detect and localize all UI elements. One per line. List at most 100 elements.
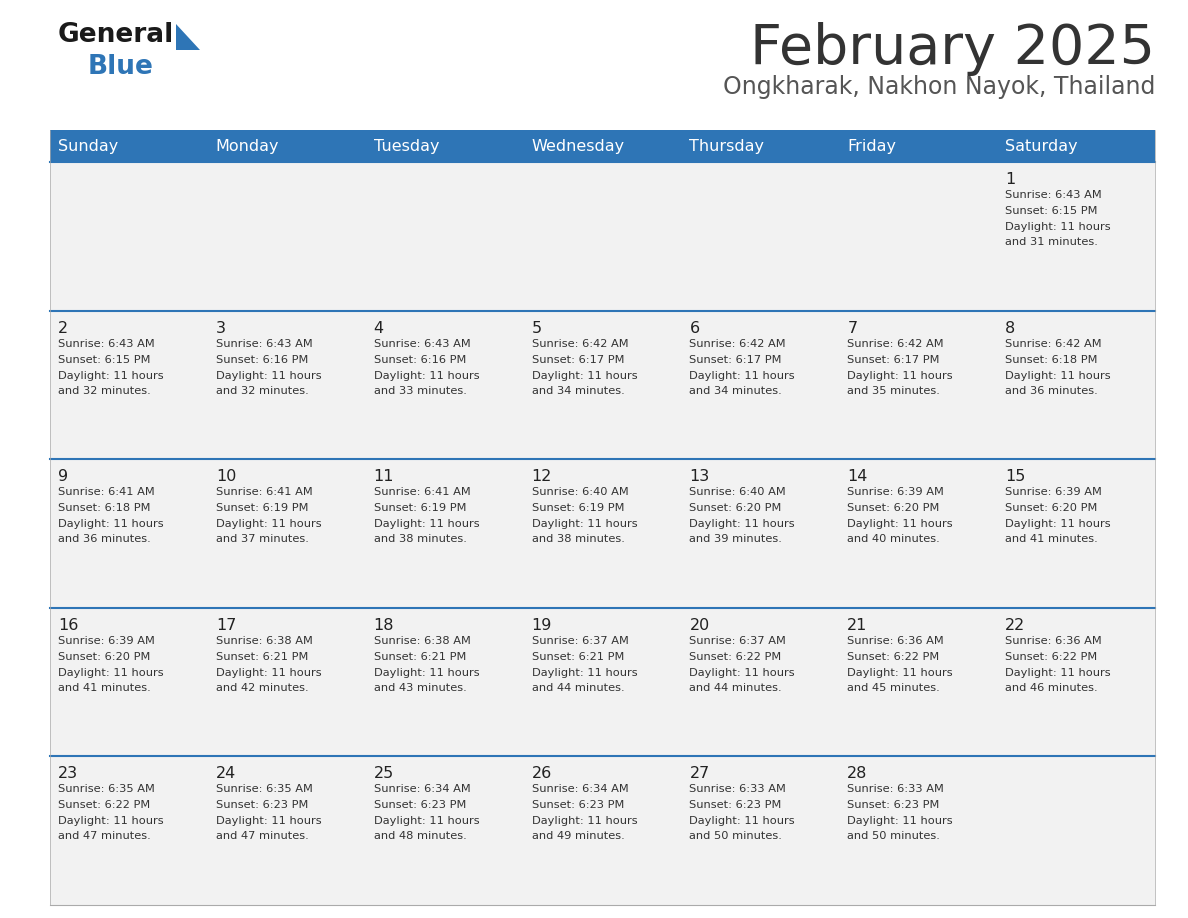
Text: Daylight: 11 hours: Daylight: 11 hours xyxy=(58,520,164,529)
Text: 14: 14 xyxy=(847,469,867,484)
Text: Daylight: 11 hours: Daylight: 11 hours xyxy=(374,520,479,529)
Text: Daylight: 11 hours: Daylight: 11 hours xyxy=(689,667,795,677)
Bar xyxy=(682,459,839,608)
Text: Daylight: 11 hours: Daylight: 11 hours xyxy=(531,371,637,381)
Text: Sunrise: 6:33 AM: Sunrise: 6:33 AM xyxy=(689,784,786,794)
Text: and 46 minutes.: and 46 minutes. xyxy=(1005,683,1098,693)
Text: Sunset: 6:17 PM: Sunset: 6:17 PM xyxy=(847,354,940,364)
Text: Sunrise: 6:39 AM: Sunrise: 6:39 AM xyxy=(847,487,944,498)
Text: Daylight: 11 hours: Daylight: 11 hours xyxy=(58,816,164,826)
Text: Sunrise: 6:34 AM: Sunrise: 6:34 AM xyxy=(531,784,628,794)
Text: Saturday: Saturday xyxy=(1005,139,1078,153)
Text: 5: 5 xyxy=(531,320,542,336)
Text: Sunset: 6:21 PM: Sunset: 6:21 PM xyxy=(531,652,624,662)
Bar xyxy=(366,310,524,459)
Text: Sunset: 6:23 PM: Sunset: 6:23 PM xyxy=(374,800,466,811)
Text: Sunset: 6:20 PM: Sunset: 6:20 PM xyxy=(847,503,940,513)
Text: Sunrise: 6:35 AM: Sunrise: 6:35 AM xyxy=(216,784,312,794)
Text: Sunrise: 6:39 AM: Sunrise: 6:39 AM xyxy=(58,636,154,645)
Text: Sunset: 6:23 PM: Sunset: 6:23 PM xyxy=(531,800,624,811)
Text: Sunset: 6:18 PM: Sunset: 6:18 PM xyxy=(1005,354,1098,364)
Text: 20: 20 xyxy=(689,618,709,633)
Text: Sunrise: 6:40 AM: Sunrise: 6:40 AM xyxy=(531,487,628,498)
Text: and 40 minutes.: and 40 minutes. xyxy=(847,534,940,544)
Text: Sunset: 6:23 PM: Sunset: 6:23 PM xyxy=(216,800,308,811)
Text: Sunset: 6:21 PM: Sunset: 6:21 PM xyxy=(374,652,466,662)
Text: 26: 26 xyxy=(531,767,551,781)
Text: Sunrise: 6:41 AM: Sunrise: 6:41 AM xyxy=(58,487,154,498)
Text: and 32 minutes.: and 32 minutes. xyxy=(216,386,309,396)
Text: Sunrise: 6:38 AM: Sunrise: 6:38 AM xyxy=(374,636,470,645)
Bar xyxy=(997,130,1155,162)
Text: Sunset: 6:20 PM: Sunset: 6:20 PM xyxy=(58,652,151,662)
Text: and 34 minutes.: and 34 minutes. xyxy=(689,386,782,396)
Text: Daylight: 11 hours: Daylight: 11 hours xyxy=(216,371,322,381)
Text: Wednesday: Wednesday xyxy=(531,139,625,153)
Text: Sunset: 6:20 PM: Sunset: 6:20 PM xyxy=(1005,503,1098,513)
Text: and 38 minutes.: and 38 minutes. xyxy=(531,534,625,544)
Text: Daylight: 11 hours: Daylight: 11 hours xyxy=(847,816,953,826)
Bar xyxy=(208,162,366,310)
Text: 17: 17 xyxy=(216,618,236,633)
Bar xyxy=(682,310,839,459)
Bar xyxy=(997,756,1155,905)
Text: 27: 27 xyxy=(689,767,709,781)
Text: Sunrise: 6:42 AM: Sunrise: 6:42 AM xyxy=(847,339,944,349)
Text: and 49 minutes.: and 49 minutes. xyxy=(531,832,625,842)
Text: Sunset: 6:15 PM: Sunset: 6:15 PM xyxy=(1005,206,1098,216)
Text: 15: 15 xyxy=(1005,469,1025,484)
Text: Sunset: 6:17 PM: Sunset: 6:17 PM xyxy=(531,354,624,364)
Bar xyxy=(524,310,682,459)
Bar xyxy=(50,756,208,905)
Text: Daylight: 11 hours: Daylight: 11 hours xyxy=(374,371,479,381)
Text: 10: 10 xyxy=(216,469,236,484)
Text: Daylight: 11 hours: Daylight: 11 hours xyxy=(1005,371,1111,381)
Bar xyxy=(839,756,997,905)
Text: and 44 minutes.: and 44 minutes. xyxy=(531,683,624,693)
Text: Sunrise: 6:39 AM: Sunrise: 6:39 AM xyxy=(1005,487,1102,498)
Text: Sunrise: 6:36 AM: Sunrise: 6:36 AM xyxy=(1005,636,1102,645)
Bar xyxy=(839,459,997,608)
Text: 6: 6 xyxy=(689,320,700,336)
Text: and 36 minutes.: and 36 minutes. xyxy=(1005,386,1098,396)
Text: Daylight: 11 hours: Daylight: 11 hours xyxy=(531,667,637,677)
Text: Daylight: 11 hours: Daylight: 11 hours xyxy=(1005,520,1111,529)
Text: Daylight: 11 hours: Daylight: 11 hours xyxy=(58,667,164,677)
Text: Blue: Blue xyxy=(88,54,154,80)
Bar xyxy=(524,162,682,310)
Text: and 34 minutes.: and 34 minutes. xyxy=(531,386,625,396)
Text: 4: 4 xyxy=(374,320,384,336)
Text: Sunset: 6:21 PM: Sunset: 6:21 PM xyxy=(216,652,308,662)
Text: 12: 12 xyxy=(531,469,552,484)
Text: and 38 minutes.: and 38 minutes. xyxy=(374,534,467,544)
Text: Sunrise: 6:38 AM: Sunrise: 6:38 AM xyxy=(216,636,312,645)
Text: Sunset: 6:23 PM: Sunset: 6:23 PM xyxy=(847,800,940,811)
Bar xyxy=(839,162,997,310)
Text: February 2025: February 2025 xyxy=(750,22,1155,76)
Text: and 41 minutes.: and 41 minutes. xyxy=(58,683,151,693)
Text: Daylight: 11 hours: Daylight: 11 hours xyxy=(1005,667,1111,677)
Text: Sunrise: 6:34 AM: Sunrise: 6:34 AM xyxy=(374,784,470,794)
Text: and 44 minutes.: and 44 minutes. xyxy=(689,683,782,693)
Text: Daylight: 11 hours: Daylight: 11 hours xyxy=(1005,222,1111,232)
Text: Daylight: 11 hours: Daylight: 11 hours xyxy=(374,816,479,826)
Bar xyxy=(50,310,208,459)
Text: Daylight: 11 hours: Daylight: 11 hours xyxy=(689,816,795,826)
Text: Sunrise: 6:37 AM: Sunrise: 6:37 AM xyxy=(689,636,786,645)
Text: 18: 18 xyxy=(374,618,394,633)
Text: Sunset: 6:17 PM: Sunset: 6:17 PM xyxy=(689,354,782,364)
Text: 11: 11 xyxy=(374,469,394,484)
Text: Sunday: Sunday xyxy=(58,139,119,153)
Text: Sunset: 6:15 PM: Sunset: 6:15 PM xyxy=(58,354,151,364)
Text: 24: 24 xyxy=(216,767,236,781)
Text: and 39 minutes.: and 39 minutes. xyxy=(689,534,783,544)
Text: Daylight: 11 hours: Daylight: 11 hours xyxy=(531,520,637,529)
Text: Daylight: 11 hours: Daylight: 11 hours xyxy=(531,816,637,826)
Bar xyxy=(50,162,208,310)
Bar xyxy=(997,459,1155,608)
Bar xyxy=(997,162,1155,310)
Text: Sunrise: 6:37 AM: Sunrise: 6:37 AM xyxy=(531,636,628,645)
Text: Sunset: 6:22 PM: Sunset: 6:22 PM xyxy=(847,652,940,662)
Text: Daylight: 11 hours: Daylight: 11 hours xyxy=(847,371,953,381)
Text: and 47 minutes.: and 47 minutes. xyxy=(216,832,309,842)
